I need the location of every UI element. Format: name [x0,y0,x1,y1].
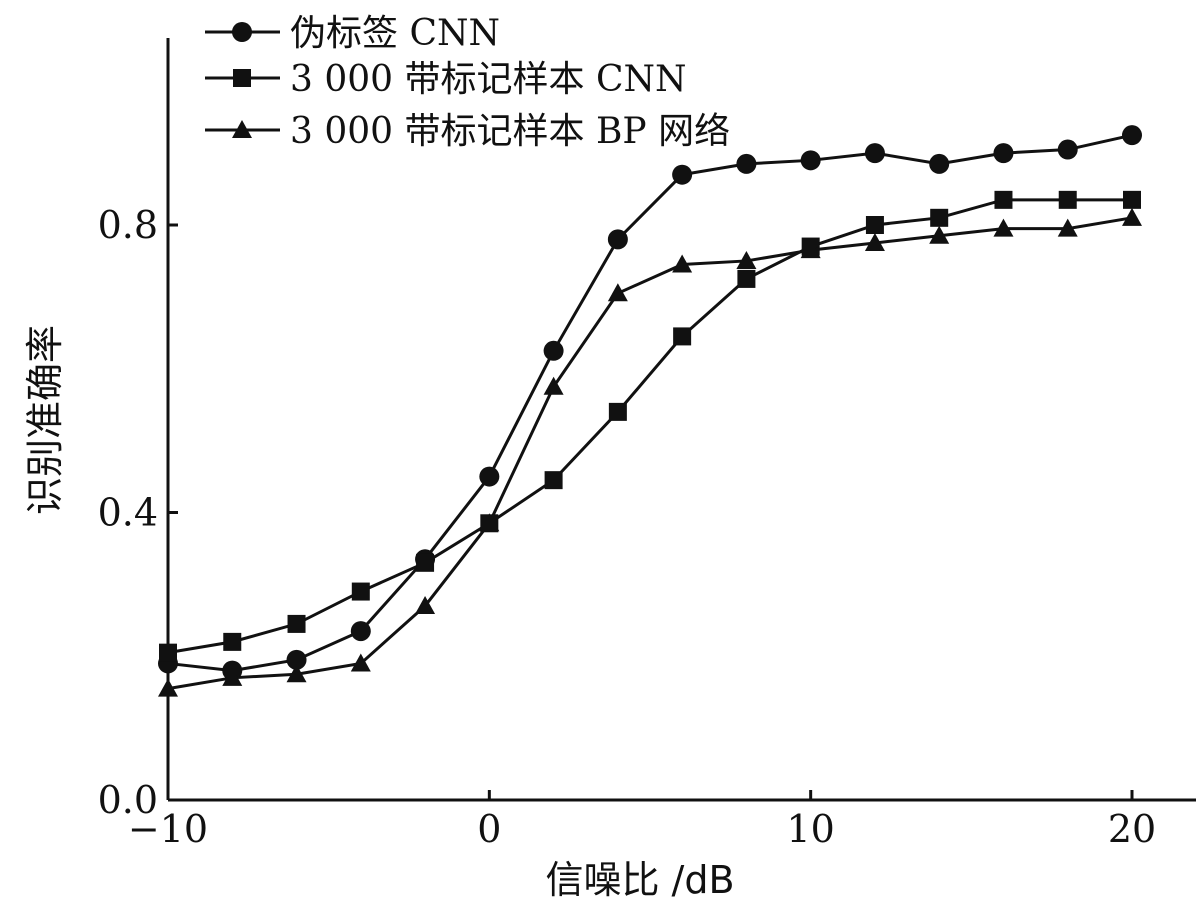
series-1-point [350,621,371,642]
series-2-point [223,632,242,651]
series-3-point [158,678,178,697]
ticks: −10 0 10 20 0.0 0.4 0.8 [98,203,1157,851]
legend-entry-3: 3 000 带标记样本 BP 网络 [205,111,730,152]
legend: 伪标签 CNN 3 000 带标记样本 CNN 3 000 带标记样本 BP 网络 [205,13,730,152]
series-2-point [673,327,692,346]
legend-marker [233,69,251,87]
series-1-point [800,150,821,171]
legend-label: 3 000 带标记样本 BP 网络 [290,111,730,152]
series-1-point [929,153,950,174]
series-2-point [1123,190,1141,209]
series-1-point [1122,125,1142,146]
series-1-point [864,143,885,164]
legend-marker [232,22,252,42]
series-2-point [159,643,177,662]
series-3-point [607,283,628,302]
series-3-line [167,216,1133,691]
series-1-point [543,340,564,361]
y-axis-title: 识别准确率 [23,325,67,515]
series-3-point [672,254,693,273]
series-1-point [479,466,500,487]
series-2-point [351,582,370,601]
x-tick-label: 0 [477,807,501,851]
y-tick-label: 0.4 [98,491,158,535]
series-2-point [416,553,435,572]
series-3-point [929,225,950,244]
x-tick-label: −10 [128,807,208,851]
series-3-point [415,595,436,614]
series-1-point [286,649,307,670]
x-tick-label: 10 [786,807,834,851]
series-1-point [607,229,628,250]
legend-label: 3 000 带标记样本 CNN [290,59,687,100]
series-1-point [736,153,757,174]
series-1-line [167,133,1133,673]
y-tick-label: 0.0 [98,778,158,822]
series-2-point [544,471,563,490]
series-3-point [543,376,564,395]
series-3-point [864,232,885,251]
legend-entry-1: 伪标签 CNN [205,13,500,54]
x-tick-label: 20 [1108,807,1156,851]
series-3-point [350,653,371,672]
series-2-point [608,402,627,421]
series-3-point [993,218,1014,237]
series-2-line [167,198,1132,655]
legend-entry-2: 3 000 带标记样本 CNN [205,59,687,100]
series-2-point [930,208,949,227]
series-2-point [287,614,306,633]
series-3-point [800,240,821,259]
series-layer [158,125,1142,697]
series-2-point [1058,190,1077,209]
legend-label: 伪标签 CNN [290,13,500,54]
series-3-point [1122,207,1142,226]
series-2-point [865,216,884,234]
series-3-point [222,667,243,686]
series-3-point [736,250,757,269]
y-tick-label: 0.8 [98,203,158,247]
legend-marker [232,120,252,138]
series-2-point [737,269,756,288]
series-3-point [286,664,307,683]
series-1-point [672,164,693,185]
series-1 [158,125,1142,681]
series-2 [159,190,1141,662]
series-1-point [993,143,1014,164]
series-1-point [1057,139,1078,160]
x-axis-title: 信噪比 /dB [545,858,734,902]
series-3-point [1057,218,1078,237]
series-3 [158,207,1142,697]
series-2-point [994,190,1013,209]
series-3-point [479,513,500,532]
